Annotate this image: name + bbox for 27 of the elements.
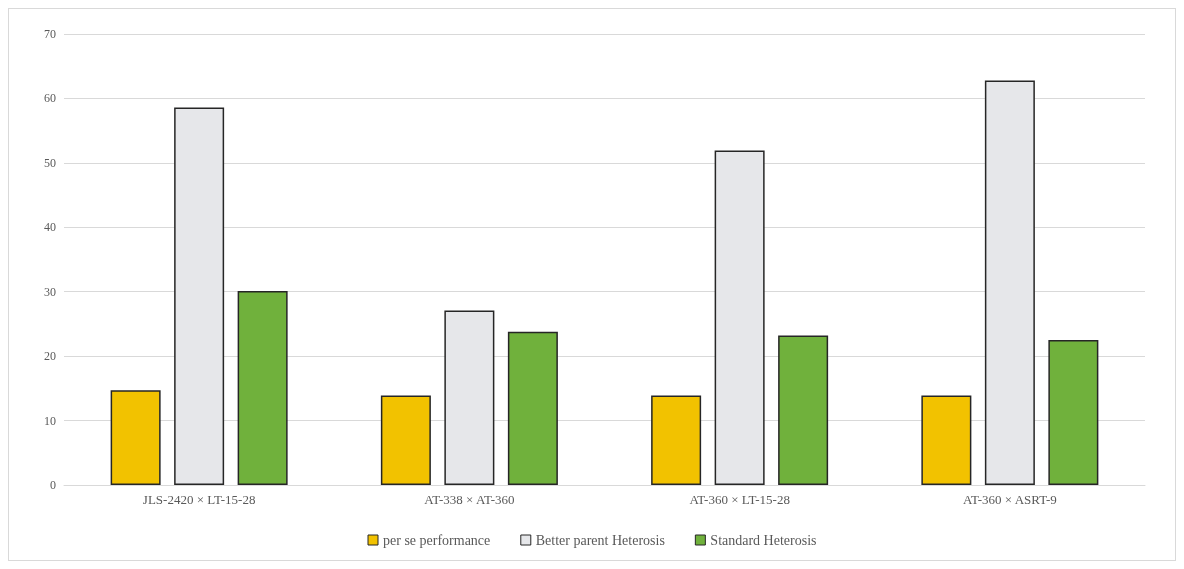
bar: [237, 291, 288, 485]
y-tick-label: 20: [44, 349, 56, 364]
legend-label: per se performance: [383, 532, 491, 548]
y-tick-label: 30: [44, 284, 56, 299]
x-tick-label: JLS-2420 × LT-15-28: [142, 492, 256, 507]
bar: [507, 331, 558, 485]
legend-label: Standard Heterosis: [710, 532, 817, 548]
bar: [714, 150, 765, 485]
bar: [984, 80, 1035, 485]
y-tick-label: 0: [50, 478, 56, 492]
y-tick-label: 60: [44, 91, 56, 106]
bar: [921, 395, 972, 485]
y-tick-label: 40: [44, 220, 56, 235]
bar: [1048, 340, 1099, 485]
bar: [444, 310, 495, 485]
bar: [110, 390, 161, 485]
x-tick-label: AT-360 × LT-15-28: [689, 492, 790, 507]
bar: [778, 335, 829, 485]
y-tick-label: 70: [44, 27, 56, 41]
y-tick-label: 10: [44, 413, 56, 428]
x-tick-label: AT-360 × ASRT-9: [963, 492, 1057, 507]
y-tick-label: 50: [44, 155, 56, 170]
legend-label: Better parent Heterosis: [535, 532, 665, 548]
bar: [651, 395, 702, 485]
bar: [174, 107, 225, 485]
bar: [380, 395, 431, 485]
x-tick-label: AT-338 × AT-360: [424, 492, 515, 507]
